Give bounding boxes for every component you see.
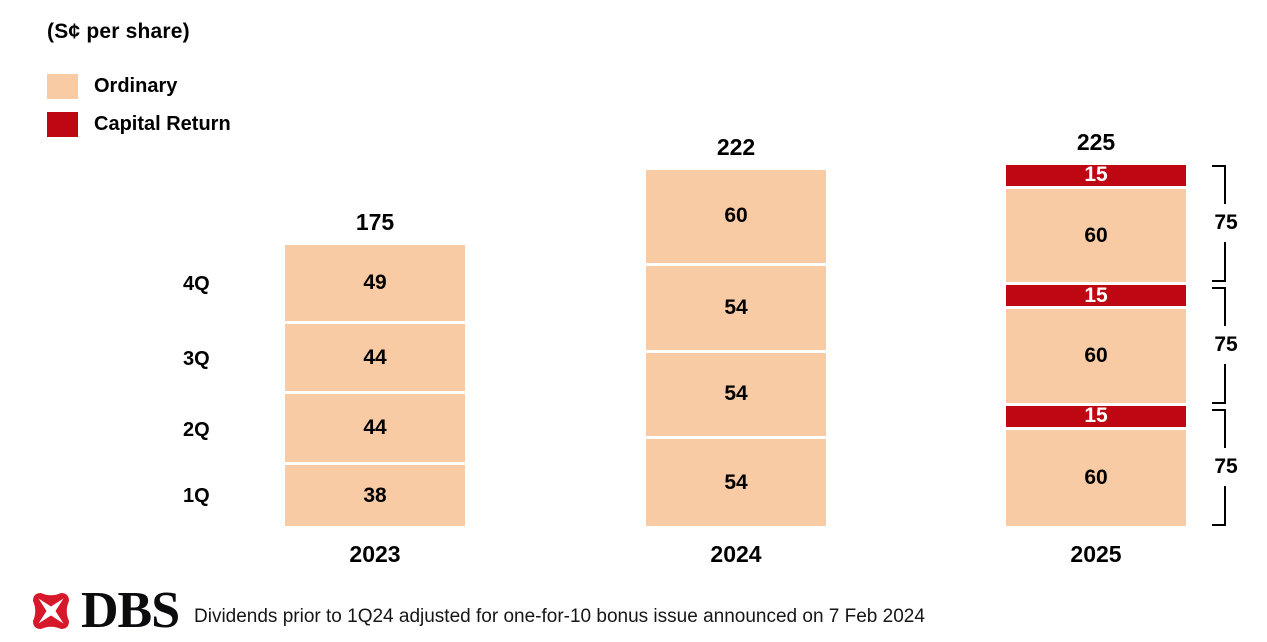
legend-swatch-ordinary-icon [47,74,78,99]
bar-stack-2024: 60 54 54 54 [646,169,826,526]
legend: Ordinary Capital Return [47,74,231,150]
bar-segment-2023-ordinary-49: 49 [285,245,465,324]
segment-value: 60 [724,204,748,228]
segment-value: 15 [1084,404,1108,428]
dbs-wordmark: DBS [81,582,180,639]
segment-value: 54 [724,295,748,319]
segment-value: 38 [363,483,387,507]
bar-2024: 222 60 54 54 54 2024 [646,133,826,567]
quarter-axis-label-4q: 4Q [183,273,210,296]
bar-stack-2023: 49 44 44 38 [285,245,465,526]
bar-segment-2024-ordinary-60: 60 [646,169,826,266]
quarter-axis-label-1q: 1Q [183,484,210,507]
legend-label-capital-return: Capital Return [94,113,231,135]
segment-value: 60 [1084,343,1108,367]
bar-total-2023: 175 [355,209,395,236]
bar-segment-2025-ordinary-60: 60 [1006,429,1186,526]
year-label-2023: 2023 [349,541,401,567]
bar-2025: 225 15 60 15 60 15 60 2025 [1006,128,1186,567]
bar-segment-2025-ordinary-60: 60 [1006,309,1186,406]
bracket-rail-2025: 75 75 75 [1212,164,1238,527]
bar-segment-2024-ordinary-54: 54 [646,352,826,440]
bar-segment-2023-ordinary-44: 44 [285,323,465,395]
segment-value: 15 [1084,283,1108,307]
bar-segment-2025-capital_return-15: 15 [1006,163,1186,189]
legend-label-ordinary: Ordinary [94,75,178,97]
footnote: Dividends prior to 1Q24 adjusted for one… [194,606,925,627]
dbs-logo: DBS [26,582,180,639]
bracket-label-1: 75 [1214,211,1238,235]
unit-label: (S¢ per share) [47,20,190,43]
segment-value: 44 [363,416,387,440]
bar-segment-2025-ordinary-60: 60 [1006,188,1186,286]
year-label-2025: 2025 [1070,541,1122,567]
segment-value: 49 [363,271,387,295]
group-bracket-3: 75 [1212,408,1238,527]
group-bracket-1: 75 [1212,164,1238,282]
bar-segment-2024-ordinary-54: 54 [646,265,826,353]
segment-value: 54 [724,470,748,494]
segment-value: 44 [363,345,387,369]
segment-value: 60 [1084,223,1108,247]
bracket-label-3: 75 [1214,455,1238,479]
bar-total-2025: 225 [1076,128,1116,155]
segment-value: 54 [724,382,748,406]
dbs-logo-mark-icon [33,593,69,629]
legend-item-capital-return: Capital Return [47,112,231,137]
segment-value: 60 [1084,465,1108,489]
bar-2023: 175 49 44 44 38 2023 [285,209,465,567]
segment-value: 15 [1084,163,1108,187]
year-label-2024: 2024 [710,541,762,567]
bar-segment-2023-ordinary-44: 44 [285,394,465,465]
bar-segment-2024-ordinary-54: 54 [646,439,826,526]
bar-stack-2025: 15 60 15 60 15 60 [1006,163,1186,526]
bracket-label-2: 75 [1214,333,1238,357]
bar-segment-2025-capital_return-15: 15 [1006,283,1186,310]
bar-segment-2023-ordinary-38: 38 [285,465,465,526]
legend-swatch-capital-return-icon [47,112,78,137]
quarter-axis-label-3q: 3Q [183,348,210,371]
bar-total-2024: 222 [716,133,756,160]
bar-segment-2025-capital_return-15: 15 [1006,404,1186,430]
group-bracket-2: 75 [1212,286,1238,404]
quarter-axis-label-2q: 2Q [183,418,210,441]
legend-item-ordinary: Ordinary [47,74,231,99]
